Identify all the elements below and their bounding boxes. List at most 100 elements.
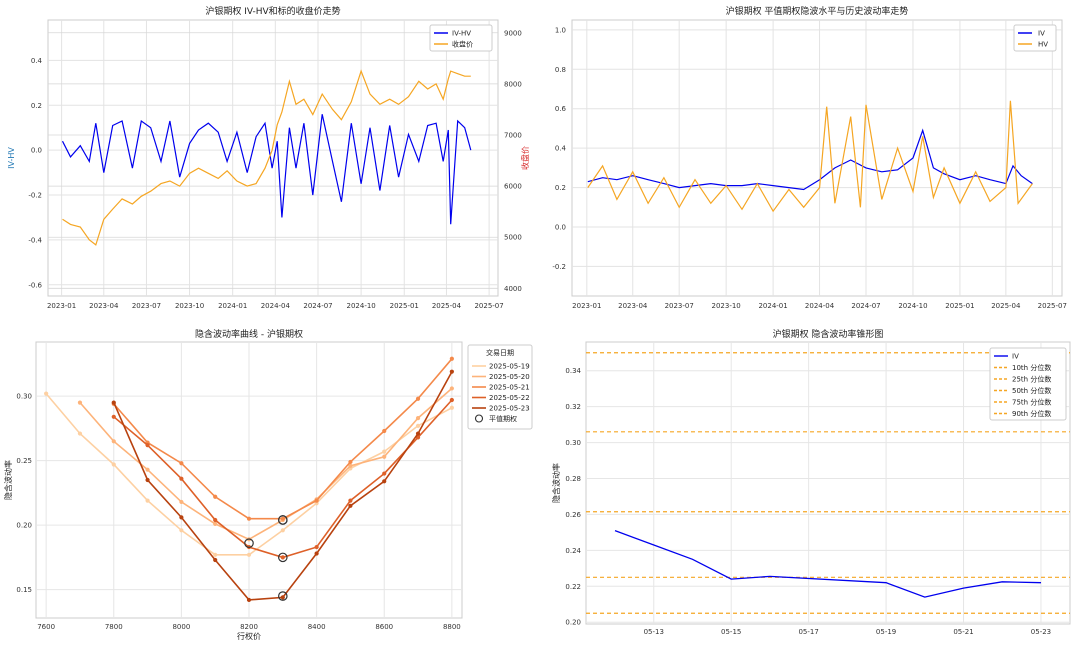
series-point: [415, 396, 421, 401]
x-tick-label: 8200: [240, 623, 258, 631]
legend-label: 2025-05-21: [489, 384, 530, 392]
x-tick-label: 2023-10: [175, 302, 204, 310]
x-tick-label: 2024-10: [898, 302, 927, 310]
x-tick-label: 2024-04: [261, 302, 291, 310]
x-tick-label: 8000: [172, 623, 190, 631]
series-point: [348, 459, 353, 465]
atm-marker: [278, 552, 288, 563]
legend-label: IV-HV: [452, 30, 471, 38]
series-point: [348, 463, 353, 468]
series-point: [111, 462, 116, 467]
x-tick-label: 8400: [308, 623, 326, 631]
y-right-tick-label: 6000: [504, 183, 522, 191]
x-tick-label: 2025-01: [945, 302, 974, 310]
series-line-hv: [587, 100, 1033, 213]
x-tick-label: 2024-04: [805, 302, 835, 310]
legend-label: 收盘价: [452, 40, 473, 49]
y-left-tick-label: -0.6: [28, 281, 42, 289]
legend-label: HV: [1038, 41, 1048, 49]
series-point: [314, 551, 319, 556]
series-point: [44, 391, 49, 396]
legend-label: 10th 分位数: [1012, 363, 1051, 372]
x-tick-label: 2024-01: [758, 302, 787, 310]
y-left-tick-label: 0.4: [31, 57, 43, 65]
atm-marker: [244, 538, 254, 548]
series-point: [280, 516, 285, 521]
legend-title: 交易日期: [486, 348, 514, 357]
series-point: [111, 400, 116, 405]
legend-label: 50th 分位数: [1012, 386, 1051, 395]
series-point: [415, 415, 421, 421]
y-tick-label: 0.30: [16, 393, 32, 401]
y-tick-label: 0.20: [565, 619, 581, 627]
series-point: [449, 386, 454, 391]
series-point: [382, 449, 387, 454]
y-tick-label: 0.6: [555, 105, 567, 113]
series-point: [449, 405, 454, 410]
x-tick-label: 05-13: [644, 628, 664, 636]
y-right-tick-label: 5000: [504, 234, 522, 242]
legend-label: 25th 分位数: [1012, 375, 1051, 384]
y-tick-label: 0.8: [555, 66, 566, 74]
y-left-tick-label: -0.4: [28, 236, 42, 244]
y-right-tick-label: 9000: [504, 29, 522, 37]
y-tick-label: 0.26: [565, 511, 581, 519]
y-right-axis-label: 收盘价: [520, 146, 530, 170]
x-tick-label: 8600: [375, 623, 393, 631]
series-point: [179, 515, 184, 520]
y-right-tick-label: 8000: [504, 80, 522, 88]
y-tick-label: 0.0: [555, 224, 566, 232]
series-point: [314, 498, 319, 503]
x-tick-label: 2025-04: [991, 302, 1021, 310]
series-point: [145, 443, 150, 448]
x-tick-label: 7600: [37, 623, 55, 631]
x-tick-label: 2023-01: [572, 302, 601, 310]
legend-label: 90th 分位数: [1012, 409, 1051, 418]
legend-label: 75th 分位数: [1012, 398, 1051, 407]
y-tick-label: 0.32: [565, 403, 581, 411]
series-point: [246, 597, 252, 603]
legend-label: IV: [1012, 353, 1019, 361]
x-tick-label: 2024-07: [851, 302, 880, 310]
series-point: [179, 528, 184, 533]
series-line-2025-05-20: [79, 387, 453, 541]
legend-atm-marker: [474, 414, 484, 423]
series-point: [348, 498, 353, 503]
x-tick-label: 7800: [105, 623, 123, 631]
x-tick-label: 2024-07: [303, 302, 332, 310]
x-tick-label: 05-23: [1031, 628, 1051, 636]
series-point: [415, 423, 421, 428]
x-tick-label: 2023-01: [47, 302, 76, 310]
series-point: [145, 477, 150, 483]
chart-title: 隐含波动率曲线 - 沪银期权: [195, 328, 303, 340]
legend-box: [1013, 24, 1057, 52]
legend-label: 平值期权: [489, 414, 517, 423]
y-tick-label: 0.15: [16, 586, 32, 594]
y-left-axis-label: IV-HV: [7, 147, 16, 169]
series-line-iv: [614, 529, 1042, 598]
x-tick-label: 05-21: [953, 628, 973, 636]
x-axis-label: 行权价: [237, 631, 261, 641]
legend-box: [989, 347, 1067, 421]
y-axis-label: 隐含波动率: [3, 460, 13, 500]
legend-label: IV: [1038, 30, 1045, 38]
legend-label: 2025-05-20: [489, 373, 530, 381]
series-point: [314, 544, 319, 550]
x-tick-label: 2025-04: [432, 302, 462, 310]
series-point: [280, 528, 285, 533]
series-point: [213, 557, 218, 563]
y-axis-label: 隐含波动率: [551, 463, 561, 503]
y-tick-label: 1.0: [555, 26, 566, 34]
series-point: [179, 461, 184, 466]
x-tick-label: 2024-10: [347, 302, 376, 310]
y-left-tick-label: 0.0: [31, 147, 42, 155]
y-tick-label: 0.28: [565, 475, 581, 483]
legend-label: 2025-05-22: [489, 394, 530, 402]
x-tick-label: 2024-01: [218, 302, 247, 310]
series-point: [449, 356, 454, 361]
y-tick-label: 0.2: [555, 184, 566, 192]
series-line-iv-hv: [61, 114, 472, 225]
series-point: [145, 498, 150, 503]
y-tick-label: 0.24: [565, 547, 581, 555]
